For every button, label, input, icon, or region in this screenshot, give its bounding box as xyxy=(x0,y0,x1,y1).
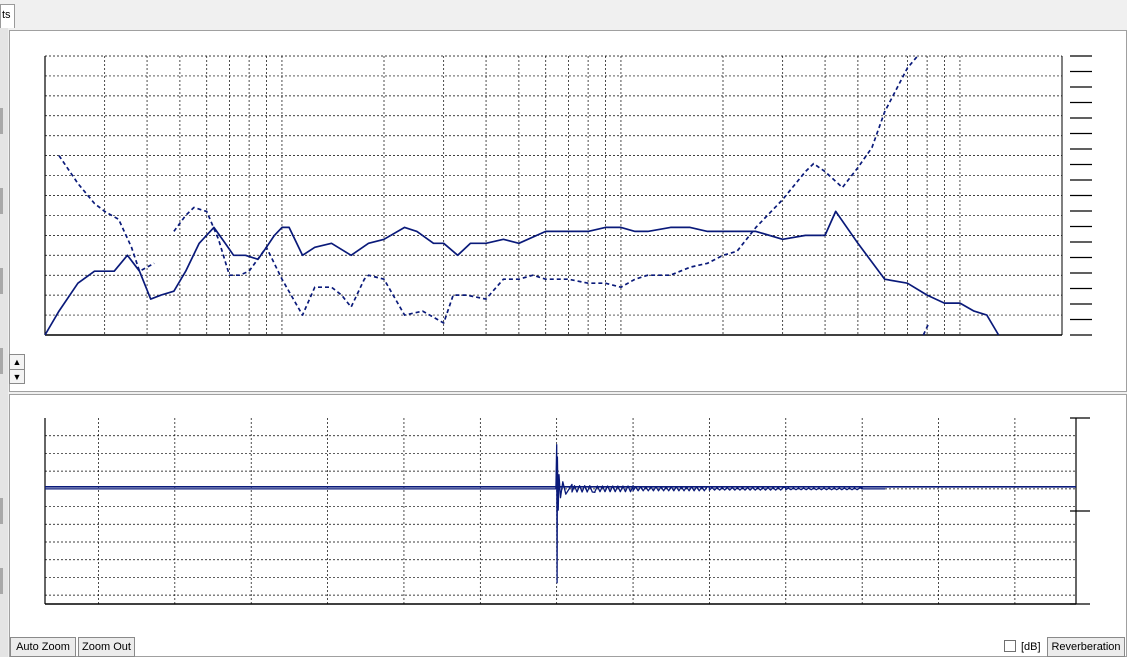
spin-down-icon[interactable]: ▼ xyxy=(10,369,24,384)
splitter-notch xyxy=(0,188,3,214)
reverberation-button[interactable]: Reverberation xyxy=(1047,637,1125,657)
phase-curve xyxy=(173,55,919,324)
splitter-notch xyxy=(0,268,3,294)
db-checkbox[interactable] xyxy=(1004,640,1016,652)
zoom-out-button[interactable]: Zoom Out xyxy=(78,637,135,657)
impulse-response-chart xyxy=(44,417,1090,605)
splitter-notch xyxy=(0,348,3,374)
phase-curve xyxy=(58,155,155,273)
frequency-response-panel xyxy=(9,30,1127,392)
amplitude-curve xyxy=(44,210,1000,336)
frequency-response-chart xyxy=(44,55,1092,336)
tab-strip: ts xyxy=(0,0,1127,28)
phase-curve xyxy=(922,322,930,336)
splitter-notch xyxy=(0,568,3,594)
auto-zoom-button[interactable]: Auto Zoom xyxy=(10,637,76,657)
tab-measurements[interactable]: ts xyxy=(0,4,15,28)
impulse-response-panel xyxy=(9,394,1127,657)
splitter-notch xyxy=(0,108,3,134)
left-splitter[interactable] xyxy=(0,28,8,657)
db-checkbox-label: [dB] xyxy=(1021,641,1041,653)
tab-label: ts xyxy=(2,9,11,21)
splitter-notch xyxy=(0,498,3,524)
spin-up-icon[interactable]: ▲ xyxy=(12,357,22,367)
impulse-curve xyxy=(45,443,886,584)
zoom-spinner[interactable]: ▲ ▼ xyxy=(9,354,25,384)
